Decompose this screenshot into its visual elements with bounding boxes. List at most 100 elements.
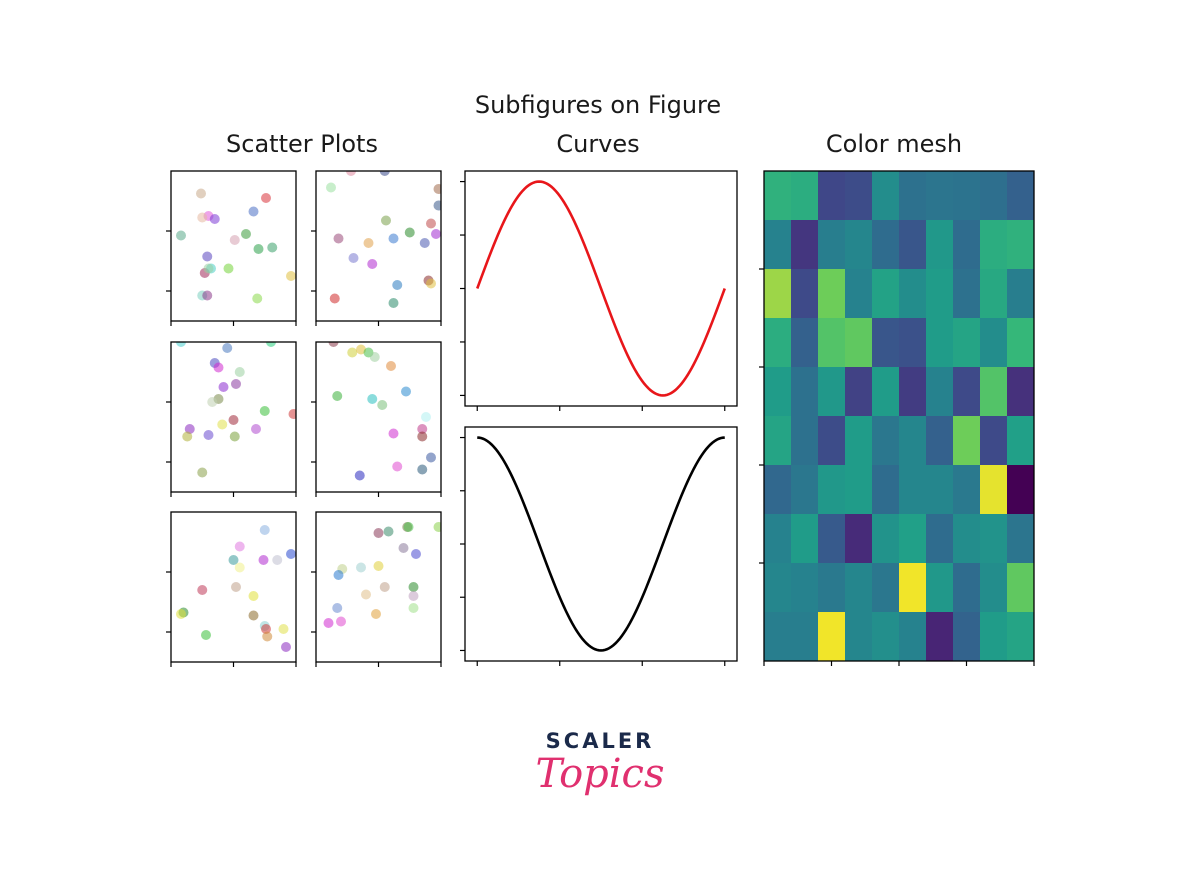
- mesh-cell: [872, 318, 900, 368]
- scatter-point: [332, 391, 343, 401]
- scatter-point: [383, 526, 394, 537]
- curves-group: [460, 170, 738, 666]
- scatter-point: [371, 609, 381, 619]
- mesh-cell: [1007, 171, 1035, 221]
- mesh-cell: [953, 269, 981, 319]
- scatter-point: [176, 342, 186, 347]
- mesh-cell: [953, 220, 981, 270]
- sine-curve: [476, 180, 726, 397]
- mesh-cell: [791, 465, 819, 515]
- color-mesh-group: [759, 170, 1035, 666]
- mesh-cell: [791, 220, 819, 270]
- mesh-cell: [899, 465, 927, 515]
- mesh-cell: [899, 220, 927, 270]
- mesh-cell: [980, 612, 1008, 662]
- scatter-point: [367, 394, 378, 404]
- mesh-cell: [953, 416, 981, 466]
- scatter-point: [417, 431, 428, 442]
- scatter-point: [433, 184, 441, 194]
- scatter-point: [336, 616, 346, 627]
- mesh-cell: [1007, 367, 1035, 417]
- scatter-point: [261, 193, 271, 203]
- scatter-point: [392, 280, 403, 290]
- mesh-cell: [899, 612, 927, 662]
- scatter-point: [388, 233, 399, 244]
- mesh-cell: [872, 514, 900, 564]
- scatter-point: [332, 603, 343, 613]
- mesh-cell: [899, 171, 927, 221]
- scatter-point: [417, 424, 428, 434]
- scatter-point: [234, 367, 245, 377]
- logo-wordmark-top: SCALER: [545, 729, 655, 753]
- mesh-cell: [818, 171, 846, 221]
- scatter-point: [403, 522, 414, 532]
- scaler-topics-logo: SCALER Topics: [0, 728, 1200, 796]
- scatter-point: [373, 561, 384, 571]
- scatter-point: [356, 344, 366, 355]
- scatter-point: [266, 342, 276, 347]
- mesh-cell: [872, 465, 900, 515]
- mesh-cell: [926, 416, 954, 466]
- scatter-point: [367, 259, 378, 269]
- scatter-point: [228, 415, 239, 425]
- mesh-cell: [926, 220, 954, 270]
- mesh-cell: [764, 220, 792, 270]
- scatter-point: [261, 624, 271, 634]
- mesh-cell: [980, 367, 1008, 417]
- scatter-point: [286, 271, 296, 281]
- mesh-cell: [1007, 612, 1035, 662]
- scatter-panel: [166, 170, 297, 326]
- scatter-panel: [311, 511, 442, 667]
- scatter-point: [333, 570, 344, 580]
- scatter-point: [419, 238, 430, 248]
- scatter-point: [379, 582, 390, 592]
- mesh-cell: [872, 612, 900, 662]
- scatter-point: [398, 543, 409, 553]
- scatter-point: [241, 229, 251, 239]
- scatter-point: [433, 200, 441, 211]
- curve-panel: [460, 426, 738, 666]
- mesh-cell: [818, 514, 846, 564]
- mesh-cell: [845, 563, 873, 613]
- scatter-point: [426, 452, 436, 463]
- scatter-point: [217, 419, 228, 430]
- scatter-point: [176, 230, 186, 241]
- figure-suptitle: Subfigures on Figure: [475, 91, 721, 119]
- scatter-point: [228, 555, 239, 565]
- scatter-point: [323, 618, 334, 628]
- scatter-point: [286, 549, 296, 559]
- scatter-point: [197, 467, 208, 478]
- mesh-cell: [1007, 269, 1035, 319]
- scatter-point: [209, 214, 220, 224]
- scatter-point: [354, 470, 365, 481]
- mesh-cell: [926, 465, 954, 515]
- scatter-point: [207, 397, 218, 407]
- scatter-point: [182, 431, 193, 442]
- mesh-cell: [818, 318, 846, 368]
- scatter-point: [361, 589, 371, 600]
- mesh-cell: [899, 416, 927, 466]
- scatter-point: [401, 386, 411, 397]
- scatter-panel: [311, 341, 442, 497]
- mesh-cell: [872, 269, 900, 319]
- mesh-cell: [791, 367, 819, 417]
- scatter-point: [202, 290, 213, 301]
- mesh-cell: [791, 171, 819, 221]
- mesh-cell: [791, 269, 819, 319]
- scatter-point: [411, 549, 421, 559]
- scatter-point: [229, 431, 240, 442]
- scatter-point: [348, 253, 359, 263]
- curve-panel: [460, 170, 738, 411]
- scatter-point: [248, 206, 259, 217]
- scatter-point: [262, 631, 273, 642]
- scatter-point: [223, 263, 234, 274]
- mesh-cell: [926, 612, 954, 662]
- scatter-point: [203, 430, 214, 440]
- scatter-point: [408, 591, 419, 601]
- mesh-cell: [899, 367, 927, 417]
- mesh-cell: [791, 612, 819, 662]
- mesh-cell: [764, 367, 792, 417]
- scatter-point: [347, 347, 358, 358]
- mesh-cell: [926, 269, 954, 319]
